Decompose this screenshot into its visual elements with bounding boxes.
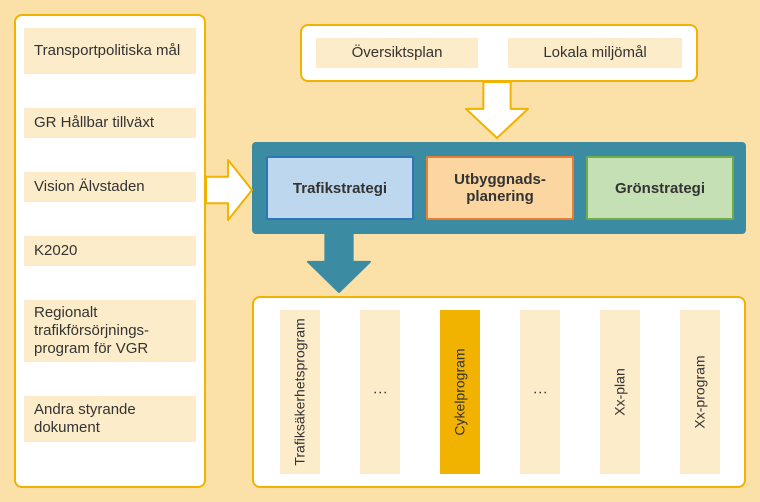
strategy-label: Grönstrategi — [615, 180, 705, 197]
program-bar-label: Cykelprogram — [452, 348, 468, 435]
top-item: Översiktsplan — [316, 38, 478, 68]
arrow-right-left — [206, 160, 252, 220]
program-bar-label: Trafiksäkerhets­program — [292, 318, 308, 465]
strategy-label: Trafikstrategi — [293, 180, 387, 197]
left-item: Transportpolitiska mål — [24, 28, 196, 74]
strategy-box: Trafikstrategi — [266, 156, 414, 220]
top-item-label: Översiktsplan — [352, 44, 443, 62]
strategy-box: Utbyggnads­planering — [426, 156, 574, 220]
left-item-label: Andra styrande dokument — [34, 401, 186, 437]
strategy-label: Utbyggnads­planering — [428, 171, 572, 205]
left-item: Vision Älvstaden — [24, 172, 196, 202]
program-bar: ⋮ — [360, 310, 400, 474]
program-bar-label: Xx-program — [692, 355, 708, 428]
left-item-label: GR Hållbar tillväxt — [34, 114, 154, 132]
arrow-down-top — [466, 82, 528, 138]
left-item: Regionalt trafikförsörjnings­program för… — [24, 300, 196, 362]
left-item: Andra styrande dokument — [24, 396, 196, 442]
left-item: K2020 — [24, 236, 196, 266]
program-bar: ⋮ — [520, 310, 560, 474]
program-bar: Xx-plan — [600, 310, 640, 474]
bottom-panel — [252, 296, 746, 488]
left-item-label: Transportpolitiska mål — [34, 42, 180, 60]
program-bar-label: ⋮ — [532, 385, 549, 399]
left-item-label: Regionalt trafikförsörjnings­program för… — [34, 304, 186, 358]
diagram-stage: Transportpolitiska mål GR Hållbar tillväx… — [0, 0, 760, 502]
program-bar: Cykelprogram — [440, 310, 480, 474]
program-bar: Trafiksäkerhets­program — [280, 310, 320, 474]
arrow-down-teal — [308, 234, 370, 292]
top-item: Lokala miljömål — [508, 38, 682, 68]
left-item-label: K2020 — [34, 242, 77, 260]
top-item-label: Lokala miljömål — [543, 44, 646, 62]
strategy-box: Grönstrategi — [586, 156, 734, 220]
program-bar-label: Xx-plan — [612, 368, 628, 415]
left-item: GR Hållbar tillväxt — [24, 108, 196, 138]
program-bar: Xx-program — [680, 310, 720, 474]
left-item-label: Vision Älvstaden — [34, 178, 145, 196]
program-bar-label: ⋮ — [372, 385, 389, 399]
